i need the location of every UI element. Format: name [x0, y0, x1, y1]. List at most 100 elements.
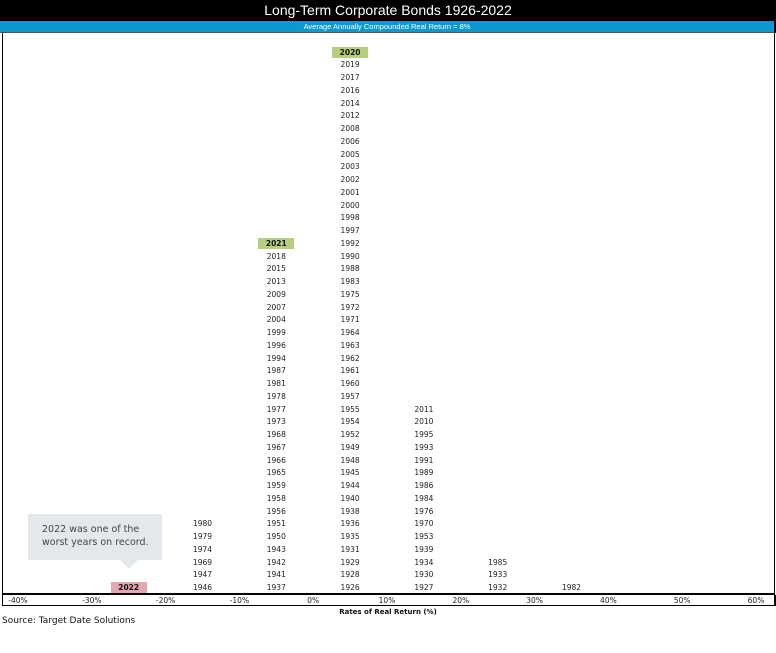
year-label: 1935 [340, 532, 360, 541]
year-label: 1988 [340, 264, 360, 274]
year-label: 1947 [192, 570, 213, 580]
year-label: 1979 [192, 532, 213, 541]
year-label: 1970 [414, 519, 434, 529]
year-label: 1938 [340, 506, 360, 516]
year-label: 1948 [340, 455, 360, 465]
year-label: 1963 [340, 340, 360, 350]
year-label: 2007 [266, 302, 286, 312]
year-label: 2021 [258, 237, 295, 249]
year-label: 1980 [192, 519, 213, 529]
callout-pointer [120, 560, 138, 569]
year-label: 1929 [340, 557, 360, 567]
year-label: 2016 [340, 85, 360, 95]
year-label: 1973 [266, 417, 286, 427]
source-note: Source: Target Date Solutions [2, 616, 136, 626]
year-label: 1928 [340, 570, 360, 580]
year-label: 1986 [414, 481, 434, 490]
year-label: 1952 [340, 430, 360, 439]
year-label: 1972 [340, 302, 360, 312]
chart-plot-area [2, 33, 775, 605]
x-tick-label: -40% [8, 596, 28, 605]
x-tick-label: 10% [378, 596, 396, 605]
year-label: 1971 [340, 315, 360, 325]
year-label: 2015 [266, 264, 286, 274]
x-tick-label: -10% [229, 596, 250, 605]
x-tick-label: 30% [526, 596, 543, 605]
year-label: 1936 [340, 519, 360, 529]
x-tick-label: 20% [452, 596, 470, 605]
year-label: 1945 [340, 468, 360, 478]
year-label: 1953 [414, 532, 434, 541]
callout-line-2: worst years on record. [42, 537, 149, 548]
year-label: 1926 [340, 583, 360, 592]
year-label: 1964 [340, 328, 360, 337]
year-label: 2003 [340, 162, 360, 172]
year-label: 2014 [340, 98, 360, 108]
year-label: 2001 [340, 187, 360, 197]
year-label: 1984 [414, 493, 434, 503]
year-label: 1930 [414, 570, 434, 580]
year-label: 2008 [340, 124, 360, 133]
year-label: 1969 [192, 557, 213, 567]
year-label: 1946 [192, 583, 213, 592]
year-label: 1985 [488, 557, 508, 567]
year-label: 1950 [266, 532, 286, 541]
year-label: 1978 [266, 391, 286, 401]
year-label: 1960 [340, 379, 360, 388]
year-label: 2009 [266, 289, 286, 299]
year-label: 1932 [488, 583, 508, 592]
year-label: 1965 [266, 468, 286, 478]
year-label: 1983 [340, 277, 360, 286]
year-label: 1977 [266, 404, 286, 414]
year-label: 1942 [266, 557, 286, 567]
year-label: 2000 [340, 200, 360, 210]
year-label: 1993 [414, 442, 434, 452]
year-label: 2006 [340, 136, 360, 146]
x-tick-label: -30% [82, 596, 102, 605]
chart-subtitle: Average Annually Compounded Real Return … [0, 21, 776, 33]
callout-line-1: 2022 was one of the [42, 524, 140, 535]
year-label: 1939 [414, 544, 434, 554]
year-label: 2012 [340, 111, 360, 121]
year-label: 2018 [266, 251, 286, 261]
x-tick-label: 40% [600, 596, 617, 605]
year-label: 1955 [340, 404, 360, 414]
year-label: 1957 [340, 391, 360, 401]
year-label: 2022 [110, 582, 147, 593]
year-label: 1937 [266, 583, 286, 592]
x-tick-label: 60% [747, 596, 765, 605]
year-label: 1951 [266, 519, 286, 529]
year-label: 1961 [340, 366, 360, 376]
x-tick-label: 0% [307, 596, 320, 605]
year-label: 1941 [266, 570, 286, 580]
year-label: 1982 [561, 583, 582, 592]
year-label: 2013 [266, 277, 286, 286]
year-label: 2017 [340, 73, 360, 82]
year-label: 1968 [266, 430, 286, 439]
year-label: 1992 [340, 238, 360, 248]
year-label: 1999 [266, 328, 286, 337]
year-label: 1995 [414, 430, 434, 439]
year-label: 1956 [266, 506, 286, 516]
year-label: 1949 [340, 442, 360, 452]
year-label: 2002 [340, 175, 360, 184]
year-label: 2019 [340, 60, 360, 70]
year-label: 1933 [488, 570, 508, 580]
year-label: 1990 [340, 251, 360, 261]
year-label: 1976 [414, 506, 434, 516]
year-label: 1962 [340, 353, 360, 363]
year-label: 1944 [340, 481, 360, 490]
year-label: 1943 [266, 544, 286, 554]
year-label: 1954 [340, 417, 360, 427]
year-label: 1981 [266, 379, 286, 388]
x-tick-label: 50% [673, 596, 691, 605]
year-label: 1934 [414, 557, 434, 567]
annotation-callout: 2022 was one of the worst years on recor… [28, 514, 162, 560]
year-label: 1996 [266, 340, 286, 350]
year-label: 1940 [340, 493, 360, 503]
year-label: 1931 [340, 544, 360, 554]
year-label: 2005 [340, 149, 360, 159]
year-label: 2020 [332, 46, 369, 58]
year-label: 1958 [266, 493, 286, 503]
year-label: 1998 [340, 213, 360, 223]
